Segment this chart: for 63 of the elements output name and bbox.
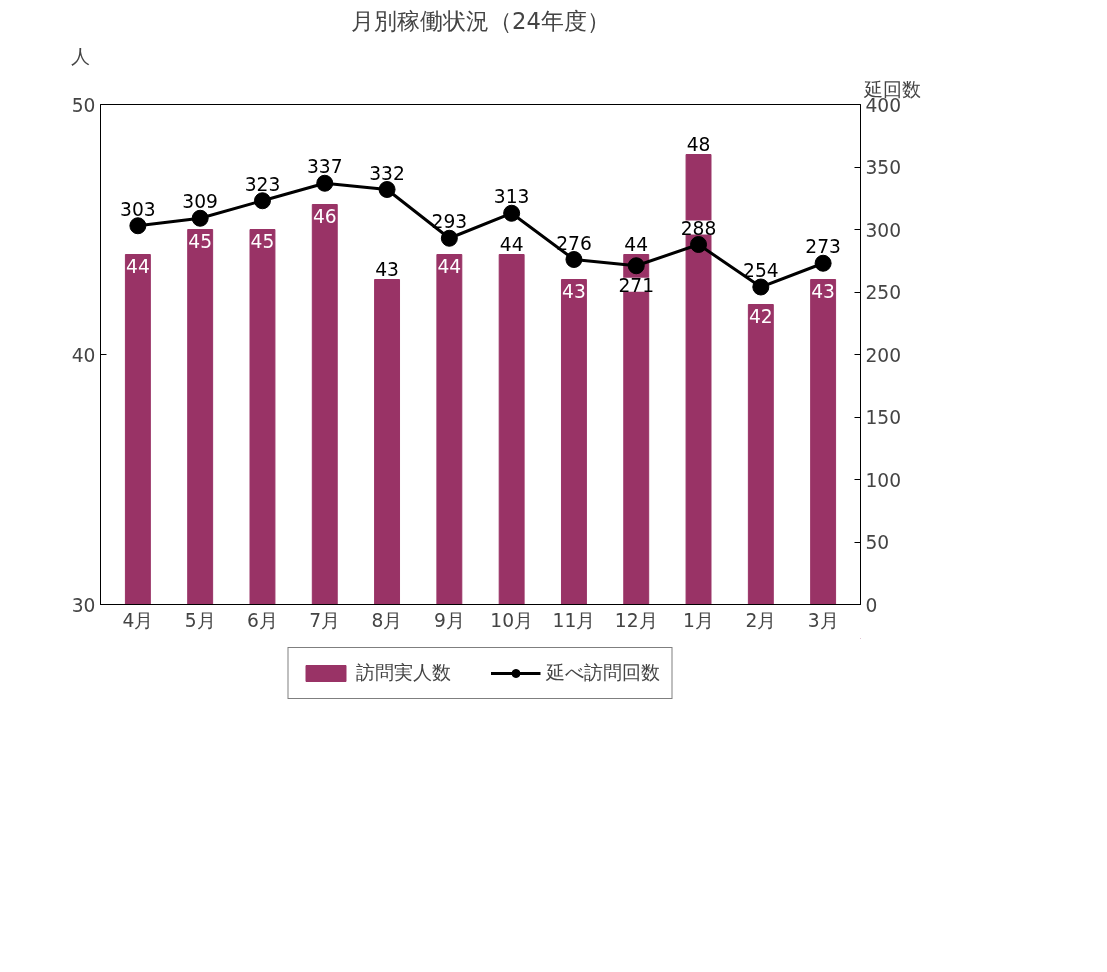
point — [129, 217, 147, 235]
data-label: 254 — [743, 260, 779, 281]
point — [690, 236, 708, 253]
y2-tick-label: 100 — [865, 469, 902, 491]
legend-label: 延べ訪問回数 — [545, 661, 660, 685]
data-label: 45 — [188, 230, 213, 252]
x-tick-label: 11月 — [552, 609, 596, 631]
y2-tick-label: 250 — [865, 282, 902, 303]
data-label: 288 — [680, 217, 717, 239]
x-tick-label: 7月 — [309, 609, 341, 631]
x-tick-label: 1月 — [683, 609, 714, 631]
point — [253, 192, 271, 210]
data-label: 48 — [686, 133, 711, 155]
y2-tick-label: 150 — [865, 407, 902, 428]
data-label: 276 — [556, 232, 592, 254]
data-label: 323 — [244, 173, 281, 195]
x-tick-label: 2月 — [745, 609, 777, 631]
point — [503, 204, 521, 222]
data-label: 43 — [562, 280, 586, 302]
data-label: 309 — [182, 191, 218, 213]
data-label: 293 — [431, 211, 468, 233]
y-tick-label: 40 — [71, 344, 96, 366]
data-label: 313 — [493, 186, 530, 208]
point — [752, 278, 770, 296]
x-tick-label: 12月 — [614, 609, 658, 631]
y2-tick-label: 300 — [865, 219, 902, 241]
y-tick-label: 50 — [71, 94, 96, 116]
x-tick-label: 3月 — [807, 609, 839, 631]
point — [316, 174, 334, 192]
data-label: 337 — [306, 156, 343, 178]
data-label: 43 — [375, 258, 399, 280]
data-label: 273 — [805, 236, 841, 258]
point — [378, 181, 396, 198]
x-tick-label: 6月 — [247, 609, 278, 631]
chart-title: 月別稼働状況（24年度） — [351, 7, 610, 34]
data-label: 303 — [120, 198, 156, 220]
x-tick-label: 10月 — [490, 609, 534, 631]
point — [191, 209, 209, 227]
legend-label: 訪問実人数 — [355, 661, 451, 685]
y2-tick-label: 50 — [865, 532, 890, 553]
y2-tick-label: 0 — [865, 594, 878, 616]
data-label: 271 — [618, 274, 655, 296]
y-tick-label: 30 — [71, 594, 96, 616]
y2-tick-label: 350 — [865, 157, 902, 178]
data-label: 42 — [748, 305, 773, 327]
x-tick-label: 4月 — [122, 609, 154, 631]
x-tick-label: 5月 — [184, 609, 216, 631]
data-label: 44 — [126, 255, 150, 277]
point — [565, 251, 583, 268]
data-label: 44 — [437, 255, 462, 277]
x-tick-label: 9月 — [433, 609, 465, 631]
data-label: 332 — [369, 162, 405, 184]
data-label: 43 — [811, 280, 835, 302]
y2-tick-label: 200 — [865, 344, 902, 366]
point — [627, 257, 645, 275]
x-tick-label: 8月 — [371, 609, 403, 631]
data-label: 44 — [624, 233, 649, 255]
data-label: 45 — [250, 230, 275, 252]
point — [440, 229, 458, 247]
y-axis-title: 人 — [70, 45, 90, 67]
data-label: 46 — [312, 205, 337, 227]
point — [814, 254, 832, 272]
data-label: 44 — [499, 233, 524, 255]
